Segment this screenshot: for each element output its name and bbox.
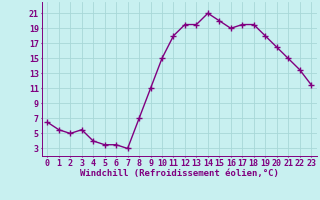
X-axis label: Windchill (Refroidissement éolien,°C): Windchill (Refroidissement éolien,°C) (80, 169, 279, 178)
